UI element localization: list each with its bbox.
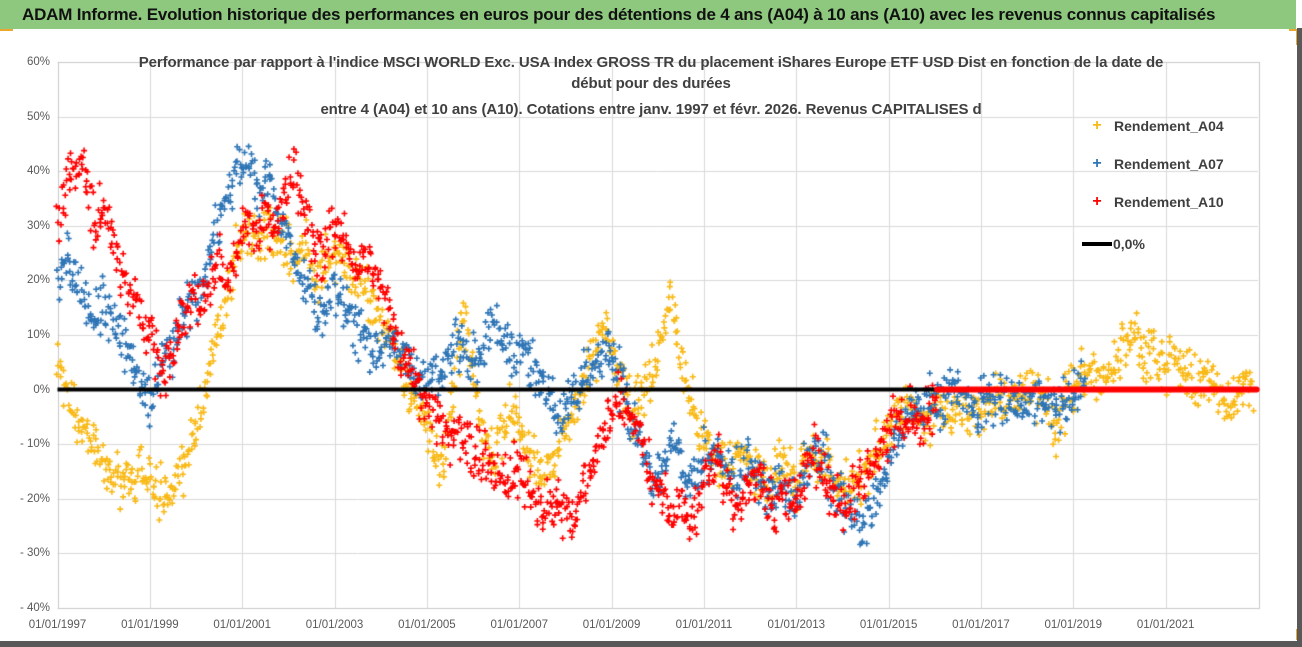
zero-line-swatch-icon [1082,242,1112,246]
x-tick-label: 01/01/2019 [1044,619,1103,631]
y-tick-label: - 40% [19,602,50,614]
banner-title: ADAM Informe. Evolution historique des p… [22,4,1216,24]
x-tick-label: 01/01/1999 [121,619,179,631]
plus-marker-icon: + [1092,193,1102,210]
chart-object[interactable]: Performance par rapport à l'indice MSCI … [0,31,1296,641]
y-tick-label: 30% [26,219,50,232]
banner: ADAM Informe. Evolution historique des p… [0,0,1296,29]
selection-handle-icon[interactable] [1290,629,1302,640]
y-tick-label: 40% [26,165,50,178]
x-tick-label: 01/01/2015 [859,619,918,631]
chart-title-line2: entre 4 (A04) et 10 ans (A10). Cotations… [320,101,982,118]
legend-label: 0,0% [1113,236,1145,252]
y-tick-label: - 10% [19,438,50,451]
legend-label: Rendement_A07 [1114,156,1224,172]
chart-title[interactable]: Performance par rapport à l'indice MSCI … [128,52,1174,120]
legend-item-rendement-a07[interactable]: + Rendement_A07 [1080,153,1224,175]
legend-item-rendement-a04[interactable]: + Rendement_A04 [1080,115,1224,137]
y-tick-label: 20% [26,274,50,287]
y-tick-label: 0% [33,383,50,396]
legend-item-0-0-[interactable]: 0,0% [1080,233,1145,255]
x-tick-label: 01/01/2009 [582,619,641,631]
window-edge-right [1297,28,1302,647]
x-tick-label: 01/01/2005 [398,619,456,631]
chart-title-line1: Performance par rapport à l'indice MSCI … [138,54,1164,92]
x-tick-label: 01/01/2001 [213,619,271,631]
plus-marker-icon: + [1092,155,1102,172]
scatter-plot-area[interactable] [0,31,1296,641]
y-tick-label: 60% [26,56,50,68]
x-tick-label: 01/01/2021 [1136,619,1195,631]
window-edge-bottom [0,641,1302,647]
x-tick-label: 01/01/2013 [767,619,826,631]
legend-item-rendement-a10[interactable]: + Rendement_A10 [1080,191,1224,213]
x-tick-label: 01/01/1997 [28,619,87,631]
y-tick-label: 10% [26,329,50,341]
x-tick-label: 01/01/2017 [952,619,1010,631]
plus-marker-icon: + [1092,117,1102,134]
y-tick-label: - 30% [19,547,50,560]
y-tick-label: - 20% [19,492,50,505]
x-tick-label: 01/01/2003 [305,619,364,631]
x-tick-label: 01/01/2007 [490,619,548,631]
legend-label: Rendement_A10 [1114,194,1224,210]
x-tick-label: 01/01/2011 [675,619,733,631]
legend-label: Rendement_A04 [1114,118,1224,134]
y-tick-label: 50% [26,110,50,123]
